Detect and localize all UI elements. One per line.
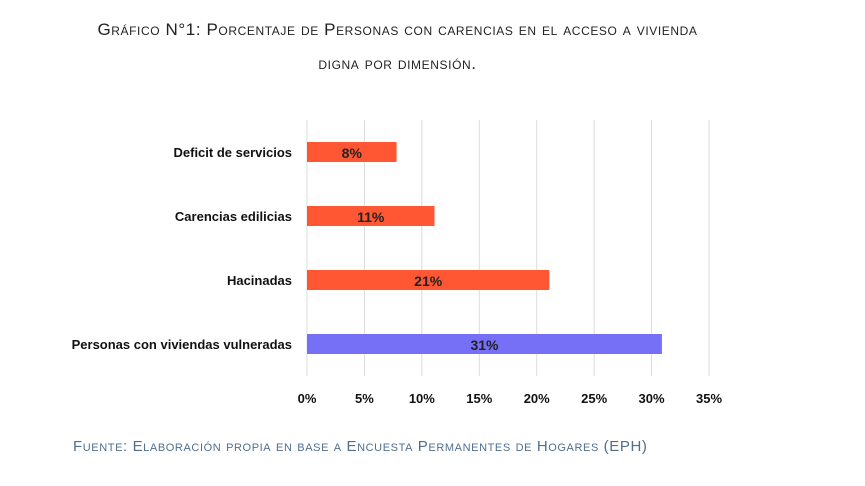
chart-title: Gráfico N°1: Porcentaje de Personas con … (97, 20, 698, 39)
data-label: 8% (342, 145, 363, 161)
bar (307, 334, 662, 354)
bar (307, 270, 550, 290)
x-tick-label: 5% (355, 391, 374, 406)
x-tick-label: 0% (298, 391, 317, 406)
category-label: Deficit de servicios (174, 145, 293, 160)
data-label: 31% (470, 337, 499, 353)
data-label: 21% (414, 273, 443, 289)
bar (307, 206, 435, 226)
category-label: Hacinadas (227, 273, 292, 288)
chart-source: Fuente: Elaboración propia en base a Enc… (73, 438, 648, 455)
x-tick-label: 35% (696, 391, 722, 406)
x-tick-label: 20% (524, 391, 550, 406)
x-tick-label: 10% (409, 391, 435, 406)
chart-title-line2: digna por dimensión. (318, 54, 477, 73)
x-tick-label: 30% (639, 391, 665, 406)
data-label: 11% (357, 209, 385, 225)
category-label: Personas con viviendas vulneradas (72, 337, 292, 352)
x-tick-label: 25% (581, 391, 607, 406)
x-tick-label: 15% (466, 391, 492, 406)
category-label: Carencias edilicias (175, 209, 292, 224)
bar (307, 142, 397, 162)
